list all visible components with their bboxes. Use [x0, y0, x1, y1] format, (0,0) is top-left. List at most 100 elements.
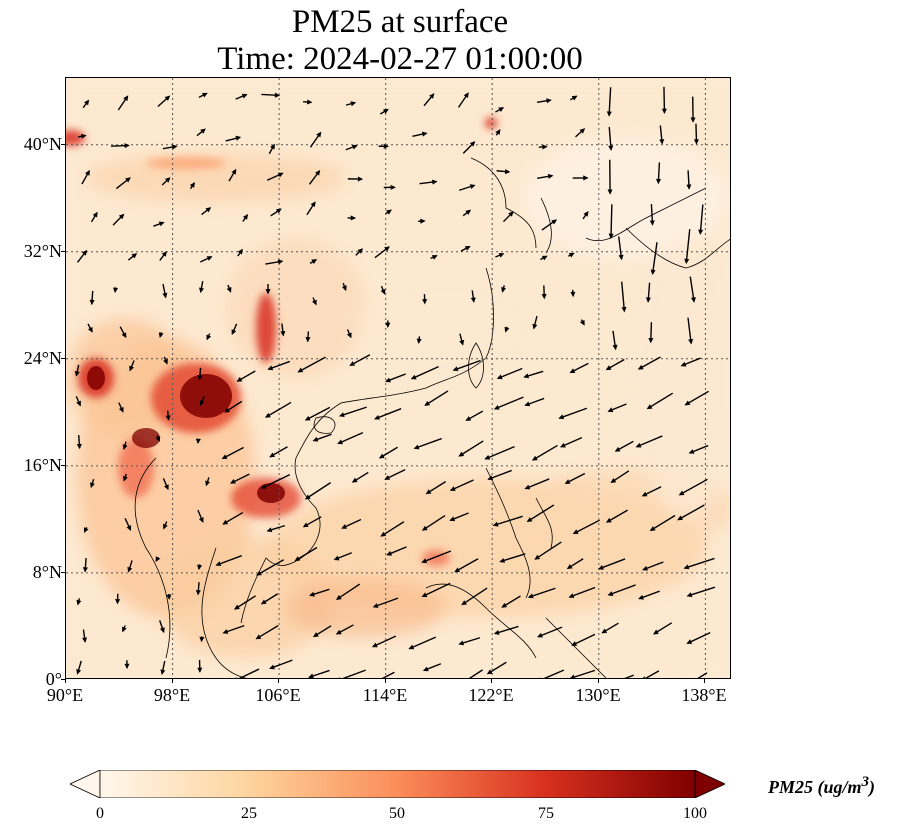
wind-arrow-shaft: [336, 583, 361, 600]
wind-arrow-shaft: [422, 550, 452, 563]
wind-arrow-shaft: [305, 406, 331, 421]
wind-arrow-shaft: [494, 396, 524, 410]
wind-arrow-head: [542, 144, 548, 150]
wind-arrow-head: [504, 169, 511, 175]
wind-arrow-head: [413, 444, 420, 450]
wind-arrow-head: [335, 629, 342, 635]
wind-arrow-head: [155, 556, 161, 563]
wind-arrow-head: [335, 594, 342, 600]
wind-arrow-head: [570, 291, 576, 298]
wind-arrow-head: [163, 523, 168, 530]
wind-arrow-head: [531, 455, 538, 461]
colorbar-label-end: ): [869, 777, 876, 797]
wind-arrow-shaft: [411, 366, 439, 380]
wind-arrow-shaft: [458, 440, 484, 457]
wind-arrow-head: [385, 322, 391, 328]
wind-arrow-head: [690, 117, 696, 123]
wind-arrow-head: [338, 677, 341, 678]
wind-arrow-shaft: [644, 670, 660, 678]
wind-arrow-head: [371, 642, 378, 648]
wind-arrow-head: [534, 554, 541, 560]
wind-arrow-shaft: [689, 276, 695, 302]
wind-arrow-head: [568, 593, 575, 598]
wind-arrow-head: [579, 319, 585, 326]
wind-arrow-head: [206, 334, 212, 341]
colorbar-tick-25: 25: [241, 805, 257, 822]
wind-arrow-head: [571, 95, 578, 101]
wind-arrow-head: [384, 475, 391, 480]
wind-arrow-head: [215, 561, 222, 567]
wind-arrow-head: [583, 210, 589, 217]
wind-arrow-head: [643, 676, 646, 678]
wind-arrow-head: [357, 176, 364, 182]
wind-arrow-head: [570, 674, 575, 678]
wind-arrow-head: [316, 131, 322, 138]
wind-arrow-head: [129, 365, 134, 372]
wind-arrow-head: [454, 567, 461, 573]
wind-arrow-shaft: [261, 473, 291, 489]
wind-arrow-head: [242, 214, 248, 220]
wind-arrow-shaft: [409, 636, 437, 650]
wind-arrow-head: [564, 479, 571, 484]
wind-arrow-shaft: [610, 204, 613, 238]
wind-arrow-head: [421, 131, 428, 137]
wind-arrow-shaft: [500, 553, 526, 563]
wind-arrow-shaft: [485, 445, 515, 460]
wind-arrow-head: [559, 442, 566, 448]
lat-tickmark: [61, 358, 65, 359]
colorbar-max-extend: [694, 770, 725, 798]
lon-tick-98e: 98°E: [153, 685, 191, 705]
wind-arrow-head: [698, 229, 704, 235]
wind-arrow-head: [171, 144, 178, 150]
wind-arrow-head: [612, 344, 618, 351]
wind-arrow-shaft: [697, 672, 708, 678]
wind-arrow-shaft: [528, 587, 556, 598]
wind-arrow-head: [123, 95, 129, 102]
wind-arrow-head: [309, 591, 315, 597]
wind-arrow-shaft: [295, 546, 318, 562]
wind-arrow-head: [349, 361, 356, 366]
wind-arrow-shaft: [238, 668, 260, 678]
wind-arrow-head: [498, 107, 505, 112]
wind-arrow-head: [351, 144, 358, 150]
wind-arrow-head: [277, 259, 284, 265]
map-canvas: [66, 78, 730, 678]
wind-arrow-head: [302, 522, 309, 528]
wind-arrow-head: [374, 414, 380, 420]
wind-arrow-head: [89, 482, 95, 489]
wind-arrow-head: [385, 377, 391, 383]
wind-arrow-head: [83, 527, 89, 534]
wind-arrow-head: [121, 332, 127, 339]
wind-arrow-head: [265, 289, 271, 295]
wind-arrow-head: [274, 92, 281, 98]
wind-arrow-head: [84, 99, 90, 106]
lon-tick-106e: 106°E: [255, 685, 301, 705]
wind-arrow-head: [421, 558, 428, 564]
wind-arrow-head: [200, 128, 206, 134]
lat-tickmark: [61, 679, 65, 680]
wind-arrow-head: [608, 233, 614, 239]
wind-arrow-head: [458, 640, 465, 646]
wind-arrow-head: [82, 567, 88, 573]
wind-arrow-head: [501, 602, 508, 608]
wind-arrow-head: [266, 527, 273, 533]
wind-arrow-head: [524, 401, 531, 407]
wind-arrow-head: [294, 556, 301, 562]
wind-arrow-head: [501, 287, 507, 293]
wind-arrow-shaft: [687, 586, 716, 597]
wind-arrow-head: [81, 249, 88, 256]
wind-arrow-head: [449, 516, 456, 522]
wind-arrow-shaft: [497, 367, 523, 380]
wind-arrow-head: [256, 570, 262, 576]
wind-arrow-head: [649, 526, 656, 531]
wind-arrow-head: [131, 253, 138, 259]
wind-arrow-head: [607, 407, 614, 413]
wind-arrow-head: [618, 254, 624, 261]
wind-arrow-head: [280, 330, 286, 337]
wind-arrow-head: [690, 297, 696, 303]
colorbar-tick-75: 75: [538, 805, 554, 822]
wind-arrow-head: [495, 129, 501, 135]
wind-arrow-shaft: [305, 482, 331, 500]
wind-arrow-head: [610, 477, 617, 483]
wind-arrow-head: [605, 365, 612, 371]
